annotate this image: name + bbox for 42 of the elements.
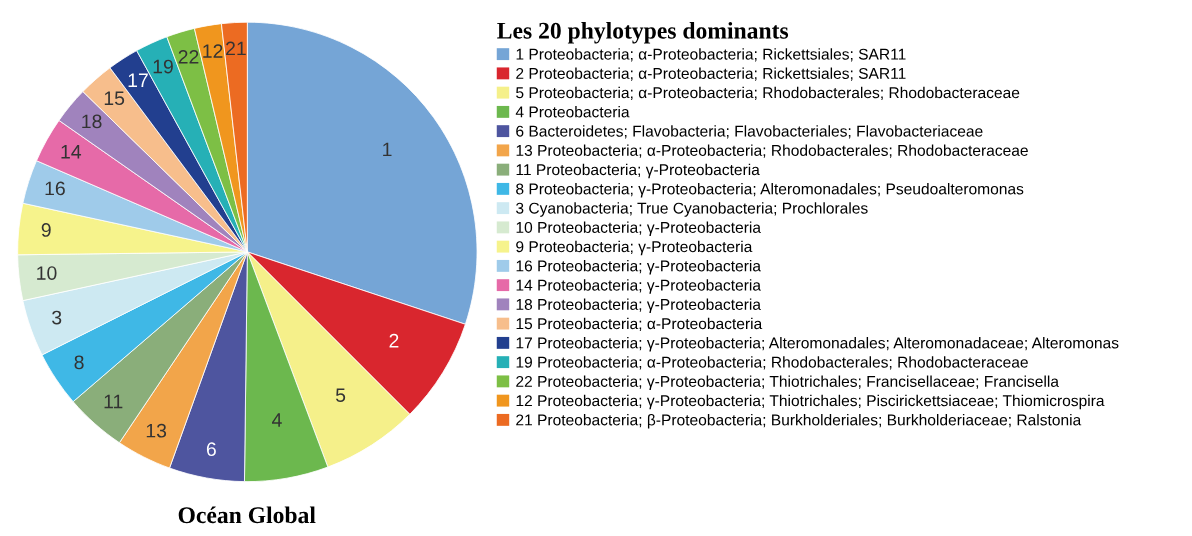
legend-label: 22 Proteobacteria; γ-Proteobacteria; Thiotrichales; Francisellaceae; Francisella (516, 375, 1059, 391)
legend-label: 4 Proteobacteria (515, 106, 630, 118)
text: 11 (104, 394, 123, 409)
legend-title: Les 20 phylotypes dominants (497, 22, 789, 44)
text: 2 (389, 333, 399, 348)
text: 10 (37, 266, 57, 280)
text: 16 (45, 181, 65, 196)
text: 13 (146, 423, 167, 438)
text: 21 (226, 41, 246, 56)
text: 8 (74, 355, 84, 370)
text: 4 (272, 413, 282, 427)
text: 3 (52, 310, 62, 325)
text: 17 (128, 73, 148, 87)
text: 19 (153, 59, 173, 74)
legend-label: 1 Proteobacteria; α-Proteobacteria; Rickettsiales; SAR11 (516, 48, 906, 62)
text: 1 (383, 142, 392, 157)
legend-label: 18 Proteobacteria; γ-Proteobacteria (516, 298, 761, 314)
text: 22 (178, 49, 199, 64)
legend-label: 11 Proteobacteria; γ-Proteobacteria (516, 163, 760, 179)
legend-label: 14 Proteobacteria; γ-Proteobacteria (516, 279, 761, 294)
text: 5 (335, 388, 346, 403)
legend-label: 17 Proteobacteria; γ-Proteobacteria; Alteromonadales; Alteromonadaceae; Alteromonas (516, 337, 1119, 352)
legend-label: 9 Proteobacteria; γ-Proteobacteria (516, 240, 753, 256)
legend-label: 2 Proteobacteria; α-Proteobacteria; Rickettsiales; SAR11 (516, 67, 906, 81)
legend-label: 3 Cyanobacteria; True Cyanobacteria; Prochlorales (516, 202, 868, 217)
text: 9 (41, 223, 51, 237)
text: Océan Global (178, 506, 316, 524)
legend-label: 12 Proteobacteria; γ-Proteobacteria; Thiotrichales; Piscirickettsiaceae; Thiomicrospira (516, 394, 1105, 410)
legend-label: 10 Proteobacteria; γ-Proteobacteria (516, 221, 761, 237)
legend-label: 8 Proteobacteria; γ-Proteobacteria; Alteromonadales; Pseudoalteromonas (516, 183, 1024, 198)
legend-label: 16 Proteobacteria; γ-Proteobacteria (516, 260, 761, 275)
text: 6 (206, 442, 216, 457)
legend-label: 13 Proteobacteria; α-Proteobacteria; Rhodobacterales; Rhodobacteraceae (516, 144, 1028, 158)
legend-label: 15 Proteobacteria; α-Proteobacteria (516, 317, 763, 332)
text: 18 (82, 114, 102, 129)
legend-label: 21 Proteobacteria; β-Proteobacteria; Burkholderiales; Burkholderiaceae; Ralstonia (516, 414, 1082, 429)
text: 12 (203, 44, 223, 58)
text: 15 (104, 91, 125, 106)
legend-label: 5 Proteobacteria; α-Proteobacteria; Rhodobacterales; Rhodobacteraceae (516, 86, 1020, 101)
legend-label: 19 Proteobacteria; α-Proteobacteria; Rhodobacterales; Rhodobacteraceae (516, 356, 1028, 370)
text: 14 (61, 145, 82, 159)
legend-label: 6 Bacteroidetes; Flavobacteria; Flavobacteriales; Flavobacteriaceae (516, 125, 983, 139)
